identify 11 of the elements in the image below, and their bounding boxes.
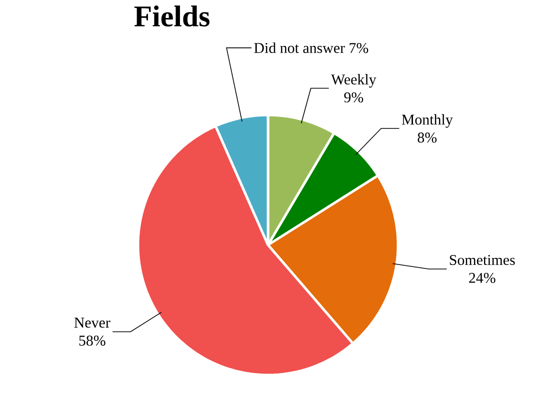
slice-label: Weekly [331,74,376,88]
data-label: 9% [344,92,364,102]
data-label: 58% [79,336,106,346]
chart-title: Fields [134,6,210,27]
data-label: 7% [350,42,368,54]
slice-label: Did not answer [254,42,345,54]
data-label: 24% [469,272,496,284]
slice-label: Monthly [402,114,453,128]
data-label: 8% [418,132,437,143]
slice-label: Sometimes [450,254,515,266]
slice-label: Never [74,318,110,328]
